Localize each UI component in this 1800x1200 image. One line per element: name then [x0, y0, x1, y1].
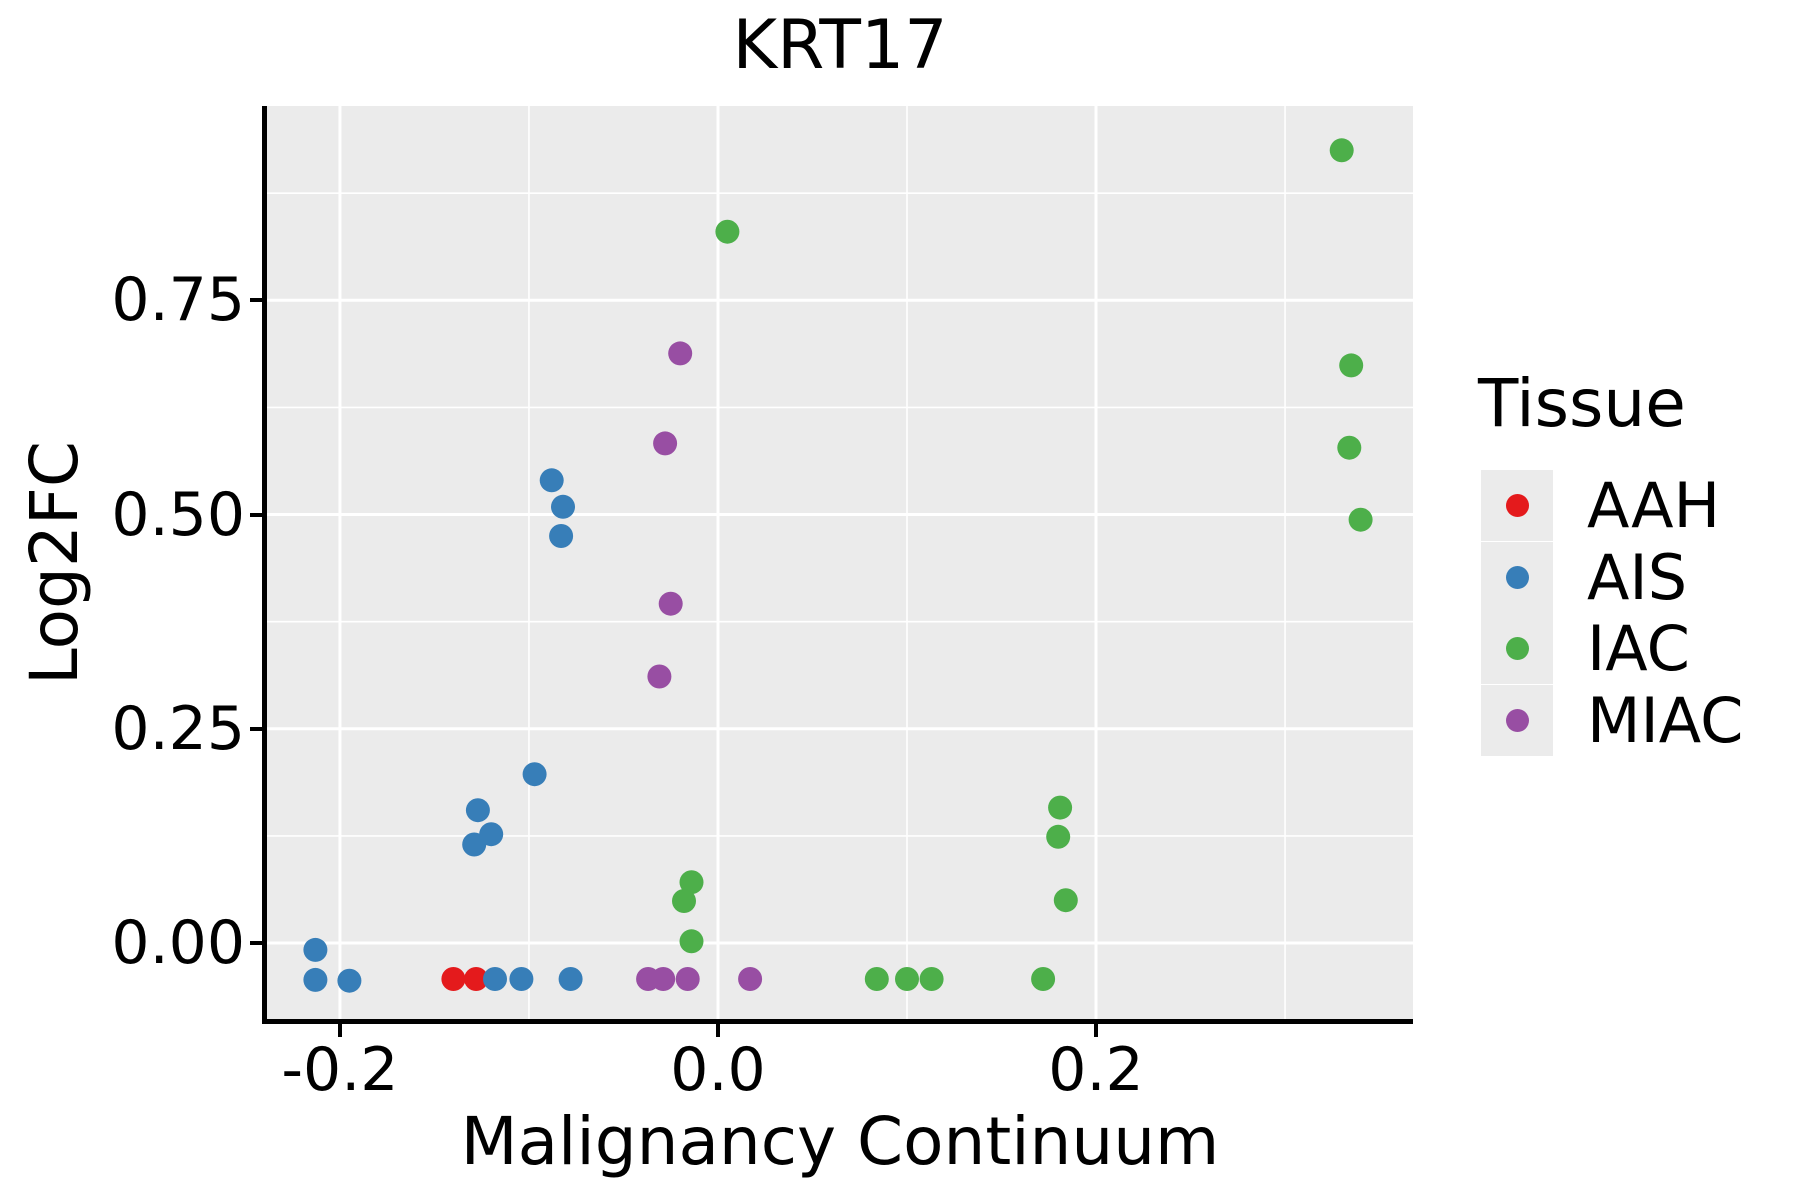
scatter-point-MIAC	[653, 431, 678, 456]
x-tick-label-0: -0.2	[281, 1035, 399, 1105]
x-axis-title: Malignancy Continuum	[460, 1103, 1220, 1180]
scatter-point-MIAC	[668, 341, 693, 366]
scatter-point-IAC	[1337, 435, 1362, 460]
legend-label-IAC: IAC	[1587, 612, 1690, 685]
scatter-point-AIS	[509, 967, 534, 991]
scatter-point-AIS	[479, 822, 504, 847]
x-tick-mark-2	[1094, 1024, 1099, 1037]
y-tick-label-0: 0.00	[111, 908, 245, 979]
x-axis-spine	[262, 1019, 1413, 1024]
scatter-point-IAC	[1031, 967, 1056, 991]
y-tick-label-3: 0.75	[111, 265, 245, 336]
x-tick-mark-1	[715, 1024, 720, 1037]
scatter-point-IAC	[1048, 795, 1073, 820]
y-tick-mark-3	[250, 298, 263, 303]
scatter-point-IAC	[895, 967, 919, 991]
y-tick-mark-2	[250, 512, 263, 517]
plot-title: KRT17	[732, 6, 948, 85]
scatter-point-IAC	[1329, 138, 1354, 163]
scatter-point-AIS	[337, 968, 362, 993]
scatter-point-IAC	[1053, 888, 1078, 913]
legend-key-IAC	[1481, 613, 1553, 684]
scatter-point-IAC	[864, 967, 889, 991]
y-axis-spine	[262, 106, 267, 1024]
plot-area-svg	[267, 106, 1413, 1020]
scatter-point-AIS	[522, 762, 547, 787]
scatter-point-AIS	[551, 494, 575, 519]
scatter-point-AIS	[549, 524, 574, 548]
y-tick-mark-1	[250, 726, 263, 731]
scatter-point-MIAC	[647, 664, 672, 689]
y-tick-label-2: 0.50	[111, 479, 245, 550]
scatter-point-IAC	[672, 889, 696, 913]
scatter-point-AIS	[539, 468, 564, 493]
y-tick-label-1: 0.25	[111, 693, 245, 764]
legend-item-AIS: AIS	[1481, 540, 1688, 614]
x-tick-mark-0	[337, 1024, 342, 1037]
y-axis-title: Log2FC	[16, 441, 93, 685]
plot-panel	[267, 106, 1413, 1020]
scatter-point-MIAC	[738, 967, 763, 991]
legend-dot-icon-AAH	[1505, 494, 1529, 517]
scatter-point-IAC	[679, 929, 704, 954]
legend-dot-icon-AIS	[1505, 565, 1529, 589]
scatter-point-IAC	[1046, 824, 1071, 849]
scatter-point-IAC	[1339, 353, 1364, 378]
legend-key-AIS	[1481, 541, 1553, 613]
scatter-point-MIAC	[651, 967, 676, 991]
scatter-point-IAC	[679, 870, 704, 895]
scatter-point-AIS	[303, 937, 328, 962]
scatter-point-AAH	[464, 967, 489, 991]
legend-dot-icon-MIAC	[1505, 708, 1529, 732]
scatter-point-AIS	[303, 967, 328, 992]
legend-key-MIAC	[1481, 684, 1553, 756]
x-tick-label-1: 0.0	[670, 1035, 766, 1105]
scatter-point-MIAC	[675, 967, 700, 991]
legend-item-IAC: IAC	[1481, 613, 1690, 684]
legend-label-AAH: AAH	[1587, 469, 1721, 542]
scatter-point-MIAC	[658, 591, 683, 616]
legend-title: Tissue	[1478, 365, 1686, 442]
legend-item-MIAC: MIAC	[1481, 683, 1744, 757]
legend-dot-icon-IAC	[1505, 637, 1529, 660]
legend-item-AAH: AAH	[1481, 470, 1720, 541]
legend-label-MIAC: MIAC	[1587, 683, 1744, 757]
scatter-point-AAH	[441, 967, 466, 991]
legend-label-AIS: AIS	[1587, 540, 1688, 614]
scatter-point-IAC	[919, 967, 944, 991]
x-tick-label-2: 0.2	[1048, 1035, 1144, 1105]
legend-key-AAH	[1481, 470, 1553, 541]
y-tick-mark-0	[250, 941, 263, 946]
scatter-point-AIS	[465, 798, 490, 823]
scatter-point-IAC	[1348, 507, 1373, 532]
scatter-point-AIS	[483, 967, 507, 991]
scatter-point-IAC	[715, 219, 740, 244]
scatter-point-AIS	[558, 967, 583, 991]
